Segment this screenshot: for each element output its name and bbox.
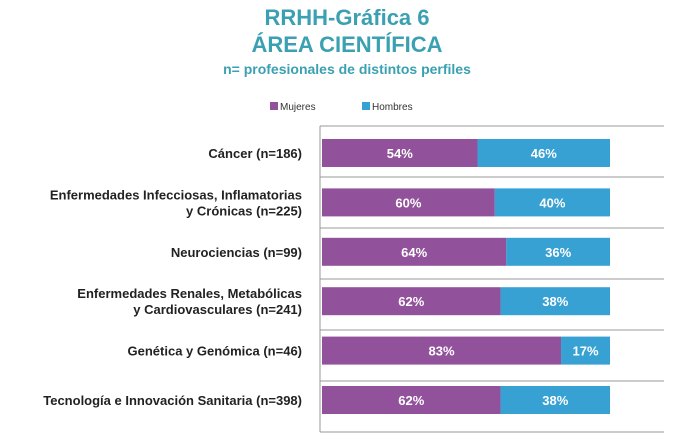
data-label-hombres: 40% (539, 195, 565, 210)
data-label-mujeres: 62% (398, 294, 424, 309)
category-label: Tecnología e Innovación Sanitaria (n=398… (43, 393, 302, 408)
category-label: y Cardiovasculares (n=241) (133, 302, 302, 317)
data-label-mujeres: 60% (395, 195, 421, 210)
bar-hombres (500, 287, 610, 316)
bar-hombres (500, 386, 610, 414)
data-label-mujeres: 62% (398, 393, 424, 408)
data-label-hombres: 36% (545, 245, 571, 260)
bar-hombres (477, 139, 610, 167)
category-label: Enfermedades Infecciosas, Inflamatorias (50, 187, 302, 202)
data-label-mujeres: 83% (429, 344, 455, 359)
bar-mujeres (322, 139, 478, 167)
legend-swatch-mujeres (270, 102, 278, 110)
bar-mujeres (322, 237, 507, 266)
bar-mujeres (322, 287, 501, 316)
data-label-mujeres: 64% (401, 245, 427, 260)
bar-mujeres (322, 188, 495, 217)
data-label-hombres: 17% (573, 344, 599, 359)
bar-hombres (506, 237, 610, 266)
chart-note: n= profesionales de distintos perfiles (223, 61, 471, 77)
chart-subtitle: ÁREA CIENTÍFICA (251, 32, 443, 57)
data-label-mujeres: 54% (387, 146, 413, 161)
chart-title: RRHH-Gráfica 6 (264, 5, 430, 30)
category-label: Cáncer (n=186) (208, 146, 302, 161)
category-label: Enfermedades Renales, Metabólicas (77, 286, 302, 301)
bar-hombres (494, 188, 610, 217)
legend-label-mujeres: Mujeres (280, 102, 316, 113)
data-label-hombres: 46% (531, 146, 557, 161)
category-label: y Crónicas (n=225) (186, 203, 302, 218)
bar-hombres (561, 336, 610, 365)
category-label: Neurociencias (n=99) (171, 245, 302, 260)
bar-mujeres (322, 386, 501, 414)
legend-label-hombres: Hombres (372, 102, 413, 113)
data-label-hombres: 38% (542, 393, 568, 408)
legend-swatch-hombres (362, 102, 370, 110)
data-label-hombres: 38% (542, 294, 568, 309)
bar-mujeres (322, 336, 562, 365)
category-label: Genética y Genómica (n=46) (128, 344, 302, 359)
